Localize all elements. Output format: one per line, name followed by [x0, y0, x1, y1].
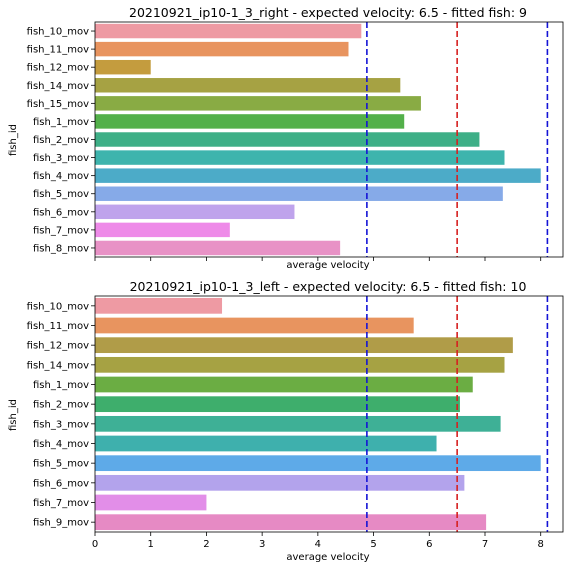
top-chart-y-tick-label: fish_3_mov: [33, 153, 89, 164]
bottom-chart-y-tick-label: fish_14_mov: [27, 360, 89, 371]
bottom-chart-y-tick-label: fish_5_mov: [33, 459, 89, 470]
top-chart-panel: 20210921_ip10-1_3_right - expected veloc…: [8, 5, 564, 271]
bottom-chart-x-tick-label: 2: [203, 539, 209, 550]
top-chart-y-tick-label: fish_8_mov: [33, 243, 89, 254]
bottom-chart-x-tick-label: 5: [370, 539, 376, 550]
bottom-chart-bars: [95, 297, 541, 531]
top-chart-bar: [95, 78, 401, 93]
bottom-chart-y-axis-label: fish_id: [8, 399, 19, 431]
top-chart-bar: [95, 150, 505, 165]
bottom-chart-title: 20210921_ip10-1_3_left - expected veloci…: [130, 279, 527, 294]
top-chart-bar: [95, 23, 362, 39]
bottom-chart-x-tick-label: 6: [426, 539, 432, 550]
top-chart-y-tick-label: fish_7_mov: [33, 225, 89, 236]
bottom-chart-x-tick-label: 3: [259, 539, 265, 550]
top-chart-bar: [95, 168, 541, 183]
top-chart-y-tick-label: fish_6_mov: [33, 207, 89, 218]
bottom-chart-y-tick-label: fish_6_mov: [33, 478, 89, 489]
top-chart-bar: [95, 59, 151, 75]
top-chart-y-tick-label: fish_5_mov: [33, 189, 89, 200]
bottom-chart-y-tick-label: fish_9_mov: [33, 518, 89, 529]
top-chart-y-tick-label: fish_14_mov: [27, 81, 89, 92]
bottom-chart-bar: [95, 514, 487, 531]
top-chart-bar: [95, 186, 503, 201]
top-chart-x-axis-label: average velocity: [286, 260, 369, 271]
bottom-chart-bar: [95, 455, 541, 472]
top-chart-title: 20210921_ip10-1_3_right - expected veloc…: [129, 5, 527, 20]
top-chart-bars: [95, 23, 541, 256]
bottom-chart-bar: [95, 396, 460, 413]
bottom-chart-bar: [95, 474, 465, 491]
bottom-chart-bar: [95, 435, 437, 452]
bottom-chart-x-tick-label: 0: [92, 539, 98, 550]
bottom-chart-bar: [95, 494, 207, 511]
top-chart-y-tick-label: fish_12_mov: [27, 63, 89, 74]
bottom-chart-y-tick-label: fish_4_mov: [33, 439, 89, 450]
top-chart-y-tick-label: fish_15_mov: [27, 99, 89, 110]
bottom-chart-x-tick-label: 4: [315, 539, 321, 550]
bottom-chart-y-tick-label: fish_12_mov: [27, 341, 89, 352]
top-chart-y-tick-label: fish_10_mov: [27, 27, 89, 38]
top-chart-bar: [95, 240, 341, 256]
top-chart-y-tick-label: fish_4_mov: [33, 171, 89, 182]
top-chart-y-tick-label: fish_11_mov: [27, 45, 89, 56]
bottom-chart-x-tick-label: 1: [148, 539, 154, 550]
bottom-chart-x-tick-label: 7: [482, 539, 488, 550]
bottom-chart-y-tick-label: fish_1_mov: [33, 380, 89, 391]
bottom-chart-plot-frame: [94, 295, 564, 533]
bottom-chart-x-tick-label: 8: [538, 539, 544, 550]
top-chart-y-tick-label: fish_1_mov: [33, 117, 89, 128]
top-chart-bar: [95, 41, 349, 57]
bottom-chart-bar: [95, 317, 414, 334]
bottom-chart-x-axis-label: average velocity: [286, 552, 369, 563]
top-chart-plot-frame: [94, 21, 564, 258]
bottom-chart-y-tick-label: fish_3_mov: [33, 419, 89, 430]
bottom-chart-bar: [95, 297, 223, 314]
top-chart-bar: [95, 132, 480, 147]
bottom-chart-bar: [95, 376, 473, 393]
bottom-chart-bar: [95, 356, 505, 373]
bottom-chart-y-tick-label: fish_10_mov: [27, 301, 89, 312]
bottom-chart-bar: [95, 415, 501, 432]
bottom-chart-y-tick-label: fish_2_mov: [33, 400, 89, 411]
top-chart-bar: [95, 114, 405, 129]
bottom-chart-bar: [95, 337, 513, 354]
bottom-chart-panel: 20210921_ip10-1_3_left - expected veloci…: [8, 279, 564, 563]
top-chart-bar: [95, 96, 421, 111]
bottom-chart-y-tick-label: fish_7_mov: [33, 498, 89, 509]
bottom-chart-y-tick-label: fish_11_mov: [27, 321, 89, 332]
top-chart-y-tick-label: fish_2_mov: [33, 135, 89, 146]
top-chart-bar: [95, 204, 295, 220]
top-chart-y-axis-label: fish_id: [8, 124, 19, 156]
top-chart-bar: [95, 222, 230, 238]
